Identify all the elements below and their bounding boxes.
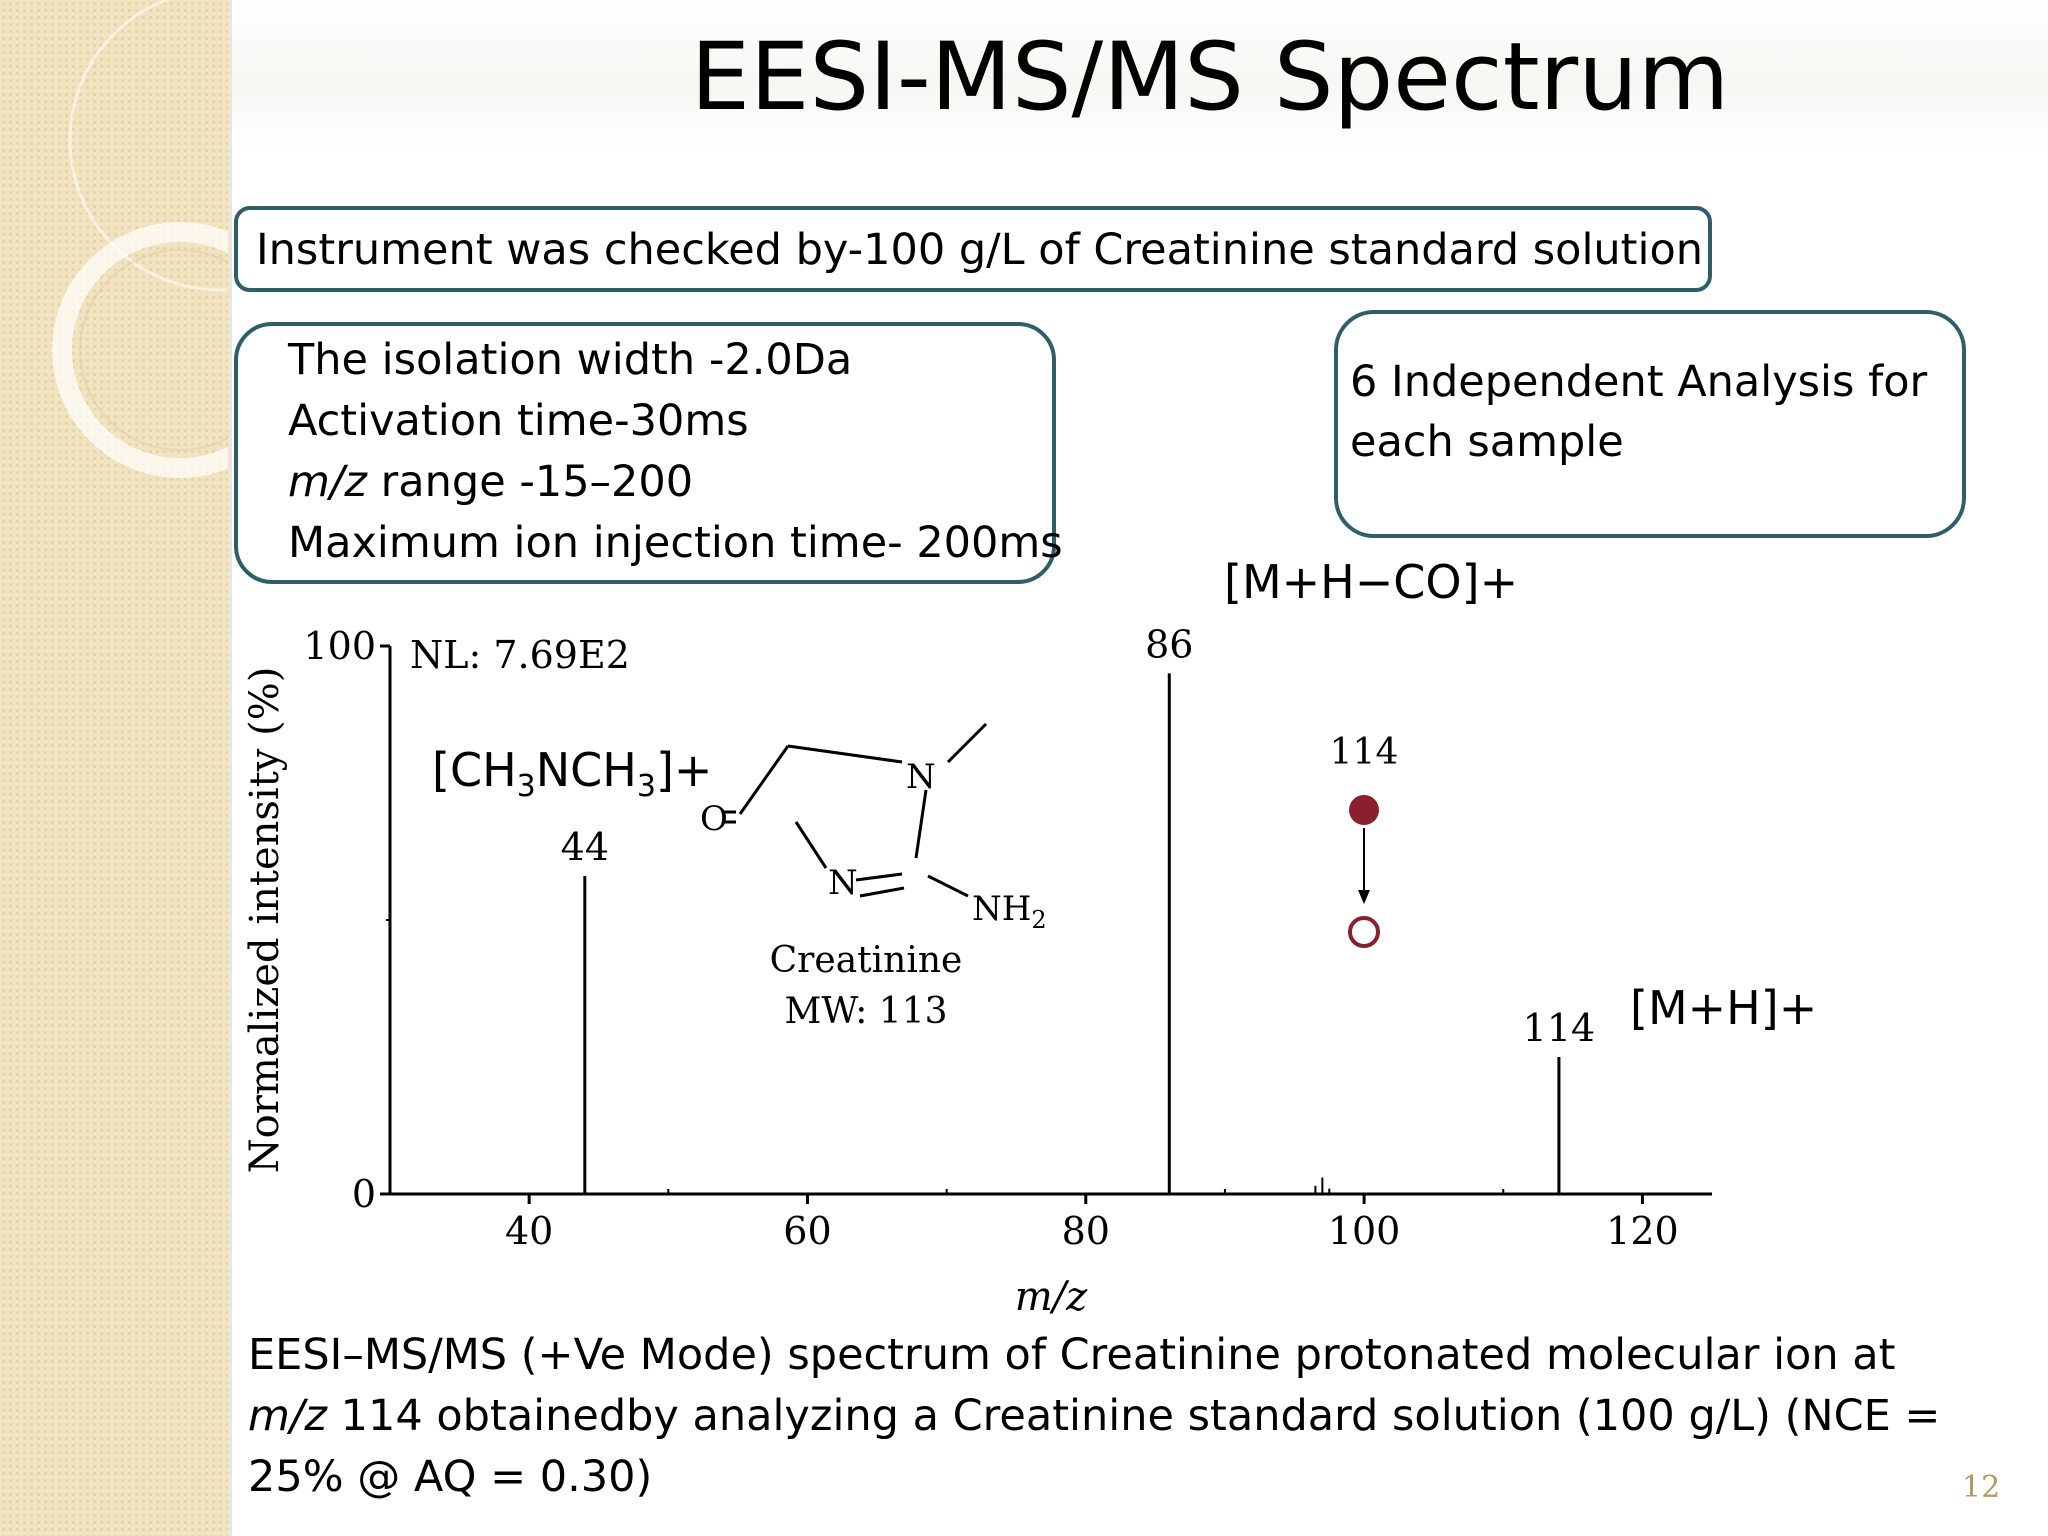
annotation-44: [CH3NCH3]+ bbox=[432, 743, 712, 804]
y-tick-label-100: 100 bbox=[303, 624, 376, 668]
x-tick-label-80: 80 bbox=[1062, 1209, 1110, 1253]
annotation-44-part-4: ]+ bbox=[656, 743, 713, 797]
x-tick-label-40: 40 bbox=[505, 1209, 553, 1253]
sidebar-divider bbox=[228, 0, 232, 1536]
annotation-114: [M+H]+ bbox=[1630, 981, 1817, 1035]
page-number: 12 bbox=[1962, 1470, 2001, 1505]
mz-range-text: range -15–200 bbox=[366, 457, 694, 507]
caption-part2: 114 obtainedby analyzing a Creatinine st… bbox=[248, 1391, 1941, 1502]
creatinine-structure: O N N NH2 Creatinine MW: 113 bbox=[700, 722, 1047, 1032]
atom-nh: NH bbox=[972, 889, 1031, 929]
atom-nh2: NH2 bbox=[972, 889, 1047, 934]
param-activation-time: Activation time-30ms bbox=[288, 396, 749, 446]
peak-label-86: 86 bbox=[1145, 622, 1193, 666]
ring-decoration-icon bbox=[52, 0, 232, 478]
x-tick-label-120: 120 bbox=[1606, 1209, 1679, 1253]
analysis-line-1: 6 Independent Analysis for bbox=[1350, 357, 1928, 407]
atom-n1: N bbox=[906, 757, 936, 797]
peak-label-44: 44 bbox=[561, 825, 609, 869]
atom-nh-sub: 2 bbox=[1031, 906, 1046, 934]
caption-part1: EESI–MS/MS (+Ve Mode) spectrum of Creati… bbox=[248, 1330, 1896, 1380]
title-band bbox=[232, 0, 2048, 150]
precursor-label: 114 bbox=[1330, 732, 1399, 773]
param-mz-range: m/z range -15–200 bbox=[288, 452, 693, 512]
analysis-line-2: each sample bbox=[1350, 417, 1624, 467]
annotation-44-part-2: NCH bbox=[536, 743, 637, 797]
mz-italic: m/z bbox=[288, 457, 367, 507]
annotation-44-part-3: 3 bbox=[637, 769, 656, 804]
peak-label-114: 114 bbox=[1523, 1006, 1596, 1050]
slide-title: EESI-MS/MS Spectrum bbox=[690, 23, 1730, 132]
precursor-fragmentation-icon: 114 bbox=[1330, 732, 1399, 948]
compound-mw: MW: 113 bbox=[784, 991, 947, 1032]
x-tick-label-60: 60 bbox=[783, 1209, 831, 1253]
x-tick-label-100: 100 bbox=[1328, 1209, 1401, 1253]
x-axis-label: m/z bbox=[1015, 1274, 1088, 1320]
annotation-44-part-1: 3 bbox=[517, 769, 536, 804]
atom-n2: N bbox=[828, 863, 858, 903]
caption-mz: m/z bbox=[248, 1391, 327, 1441]
y-axis-label: Normalized intensity (%) bbox=[242, 667, 288, 1174]
atom-o: O bbox=[700, 799, 728, 839]
analysis-box: 6 Independent Analysis for each sample bbox=[1334, 310, 1966, 538]
annotation-44-part-0: [CH bbox=[432, 743, 517, 797]
compound-name: Creatinine bbox=[770, 940, 963, 981]
decorative-sidebar bbox=[0, 0, 232, 1536]
figure-caption: EESI–MS/MS (+Ve Mode) spectrum of Creati… bbox=[248, 1325, 1968, 1508]
y-tick-label-0: 0 bbox=[352, 1172, 376, 1216]
instrument-check-text: Instrument was checked by-100 g/L of Cre… bbox=[256, 225, 1704, 275]
nl-label: NL: 7.69E2 bbox=[410, 633, 630, 677]
annotation-86: [M+H−CO]+ bbox=[1224, 555, 1518, 609]
param-isolation-width: The isolation width -2.0Da bbox=[288, 335, 853, 385]
instrument-check-box: Instrument was checked by-100 g/L of Cre… bbox=[234, 206, 1712, 292]
parameters-box: The isolation width -2.0Da Activation ti… bbox=[234, 322, 1063, 584]
param-injection-time: Maximum ion injection time- 200ms bbox=[288, 518, 1063, 568]
